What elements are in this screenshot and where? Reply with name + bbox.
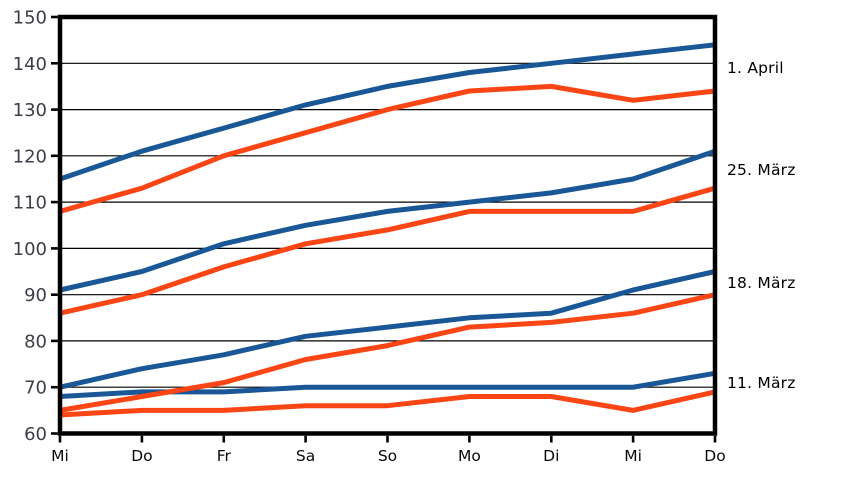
series-line-18-m-rz-orange bbox=[59, 292, 716, 413]
x-axis-label: Di bbox=[543, 447, 559, 465]
series-group-label-25-maerz: 25. März bbox=[727, 160, 796, 179]
y-axis-label: 80 bbox=[24, 331, 47, 352]
y-axis-label: 60 bbox=[24, 424, 47, 445]
x-axis-label: Do bbox=[131, 447, 152, 465]
y-axis-label: 110 bbox=[13, 193, 47, 214]
y-axis-label: 140 bbox=[13, 54, 47, 75]
series-line-25-m-rz-blue bbox=[59, 148, 716, 293]
series-line-18-m-rz-blue bbox=[59, 269, 716, 390]
series-line-1-april-blue bbox=[59, 42, 716, 182]
x-axis-label: Mi bbox=[624, 447, 642, 465]
x-axis-label: Fr bbox=[217, 447, 232, 465]
series-group-label-1-april: 1. April bbox=[727, 58, 784, 77]
series-group-label-18-maerz: 18. März bbox=[727, 274, 796, 293]
y-axis-label: 90 bbox=[24, 285, 47, 306]
series-line-11-m-rz-orange bbox=[59, 389, 716, 418]
series-line-25-m-rz-orange bbox=[59, 185, 716, 316]
y-axis-label: 120 bbox=[13, 146, 47, 167]
y-axis-label: 150 bbox=[13, 8, 47, 29]
x-axis-label: So bbox=[378, 447, 397, 465]
series-line-1-april-orange bbox=[59, 83, 716, 214]
y-axis-label: 70 bbox=[24, 378, 47, 399]
series-group-label-11-maerz: 11. März bbox=[727, 373, 796, 392]
x-axis-label: Mo bbox=[458, 447, 481, 465]
x-axis-label: Sa bbox=[296, 447, 315, 465]
y-axis-label: 100 bbox=[13, 239, 47, 260]
y-axis-label: 130 bbox=[13, 100, 47, 121]
x-axis-label: Mi bbox=[51, 447, 69, 465]
x-axis-label: Do bbox=[704, 447, 725, 465]
plot-frame bbox=[57, 14, 718, 436]
